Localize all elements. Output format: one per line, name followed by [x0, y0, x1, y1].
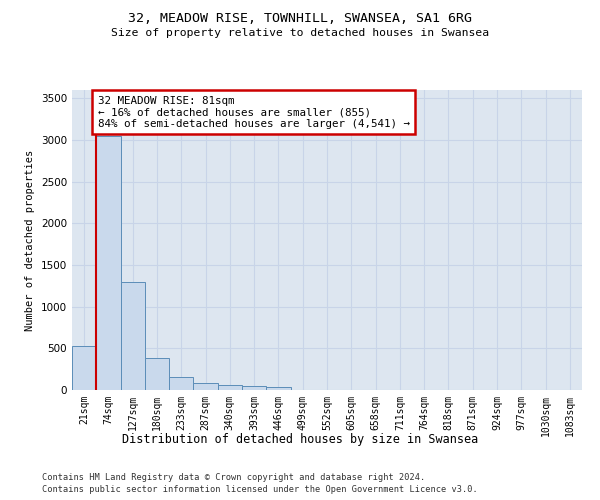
Text: Size of property relative to detached houses in Swansea: Size of property relative to detached ho…	[111, 28, 489, 38]
Bar	[145, 358, 169, 390]
Bar	[96, 136, 121, 390]
Y-axis label: Number of detached properties: Number of detached properties	[25, 150, 35, 330]
Text: 32, MEADOW RISE, TOWNHILL, SWANSEA, SA1 6RG: 32, MEADOW RISE, TOWNHILL, SWANSEA, SA1 …	[128, 12, 472, 26]
Bar	[72, 346, 96, 390]
Bar	[169, 377, 193, 390]
Bar	[193, 383, 218, 390]
Bar	[218, 385, 242, 390]
Bar	[266, 387, 290, 390]
Bar	[121, 282, 145, 390]
Text: Distribution of detached houses by size in Swansea: Distribution of detached houses by size …	[122, 432, 478, 446]
Text: Contains public sector information licensed under the Open Government Licence v3: Contains public sector information licen…	[42, 485, 478, 494]
Text: 32 MEADOW RISE: 81sqm
← 16% of detached houses are smaller (855)
84% of semi-det: 32 MEADOW RISE: 81sqm ← 16% of detached …	[97, 96, 409, 129]
Text: Contains HM Land Registry data © Crown copyright and database right 2024.: Contains HM Land Registry data © Crown c…	[42, 472, 425, 482]
Bar	[242, 386, 266, 390]
